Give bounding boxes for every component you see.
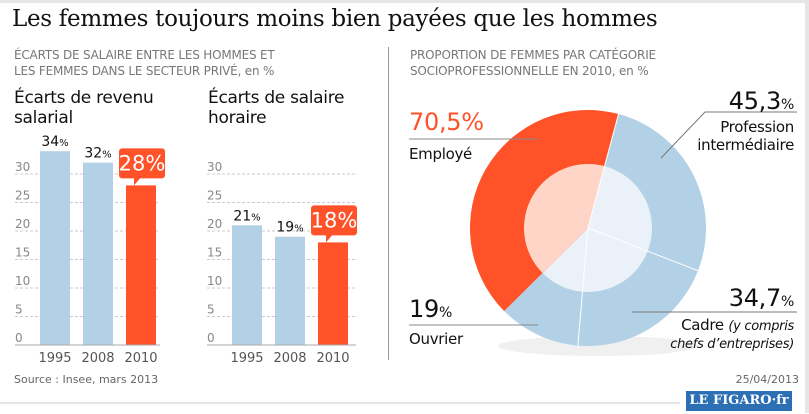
right-subtitle: PROPORTION DE FEMMES PAR CATÉGORIE SOCIO…: [410, 47, 656, 79]
y-tick-label: 30: [207, 160, 222, 174]
label-line: Cadre: [681, 316, 724, 334]
label-ouvrier-name: Ouvrier: [409, 330, 463, 348]
chart1-title-line: salarial: [14, 108, 73, 128]
bar-2010: [126, 185, 156, 345]
y-tick-label: 20: [207, 217, 222, 231]
bar-value-label: 34%: [41, 134, 68, 150]
y-tick-label: 25: [207, 189, 222, 203]
y-tick-label: 15: [15, 246, 30, 260]
bottom-rule: [0, 402, 680, 404]
y-tick-label: 0: [15, 331, 23, 345]
left-subtitle-line: LES FEMMES DANS LE SECTEUR PRIVÉ, en %: [14, 64, 275, 78]
right-subtitle-line: SOCIOPROFESSIONNELLE EN 2010, en %: [410, 64, 649, 78]
donut-slice-inner: [542, 228, 588, 292]
x-tick-label: 1995: [38, 351, 71, 366]
right-subtitle-line: PROPORTION DE FEMMES PAR CATÉGORIE: [410, 48, 656, 62]
y-tick-label: 30: [15, 160, 30, 174]
figaro-logo[interactable]: LE FIGARO·fr: [686, 391, 792, 411]
x-tick-label: 2010: [124, 351, 157, 366]
label-ouvrier-value: 19%: [409, 295, 452, 323]
chart1-title: Écarts de revenu salarial: [14, 88, 154, 128]
x-tick-label: 2008: [273, 351, 306, 366]
label-profession-name: Profession intermédiaire: [697, 118, 794, 154]
chart2-title-line: horaire: [208, 108, 267, 128]
left-subtitle: ÉCARTS DE SALAIRE ENTRE LES HOMMES ET LE…: [14, 47, 275, 79]
y-tick-label: 10: [207, 274, 222, 288]
label-profession-value: 45,3%: [728, 87, 795, 115]
bar-2008: [275, 236, 305, 345]
date: 25/04/2013: [735, 373, 799, 386]
y-tick-label: 5: [207, 303, 215, 317]
label-cadre-name: Cadre (y compris chefs d’entreprises): [670, 316, 794, 354]
x-tick-label: 2010: [316, 351, 349, 366]
x-tick-label: 1995: [230, 351, 263, 366]
label-line: Profession: [720, 118, 794, 136]
bar-2008: [83, 162, 113, 345]
y-tick-label: 20: [15, 217, 30, 231]
bar-1995: [232, 225, 262, 345]
chart2-title-line: Écarts de salaire: [208, 88, 345, 108]
label-employe-value: 70,5%: [409, 108, 484, 136]
divider: [388, 47, 389, 360]
leader-profession: [660, 111, 797, 159]
y-tick-label: 10: [15, 274, 30, 288]
bar-value-label: 32%: [84, 146, 111, 162]
y-tick-label: 25: [15, 189, 30, 203]
slice-separator: [587, 113, 620, 229]
bar-1995: [40, 151, 70, 345]
bar-value-label: 28%: [119, 151, 166, 175]
slice-separator: [577, 227, 589, 346]
chart2-title: Écarts de salaire horaire: [208, 88, 345, 128]
left-subtitle-line: ÉCARTS DE SALAIRE ENTRE LES HOMMES ET: [14, 48, 275, 62]
donut-shadow: [498, 336, 698, 356]
label-line: chefs d’entreprises): [670, 337, 794, 352]
callout-bubble: [119, 148, 165, 186]
chart1-title-line: Écarts de revenu: [14, 88, 154, 108]
bar-2010: [318, 242, 348, 345]
callout-bubble: [311, 205, 357, 243]
label-line: (y compris: [728, 319, 794, 334]
bar-value-label: 18%: [311, 208, 358, 232]
y-tick-label: 15: [207, 246, 222, 260]
donut-slice-inner: [588, 166, 652, 252]
label-employe-name: Employé: [409, 145, 472, 163]
page-title: Les femmes toujours moins bien payées qu…: [12, 6, 658, 32]
donut-slice-inner: [524, 164, 605, 274]
label-line: intermédiaire: [697, 136, 794, 154]
y-tick-label: 5: [15, 303, 23, 317]
source: Source : Insee, mars 2013: [14, 373, 159, 386]
label-cadre-value: 34,7%: [728, 284, 795, 312]
x-tick-label: 2008: [81, 351, 114, 366]
y-tick-label: 0: [207, 331, 215, 345]
bar-value-label: 19%: [276, 220, 303, 236]
slice-separator: [587, 227, 699, 272]
donut-slice-inner: [582, 228, 648, 292]
bar-value-label: 21%: [233, 208, 260, 224]
